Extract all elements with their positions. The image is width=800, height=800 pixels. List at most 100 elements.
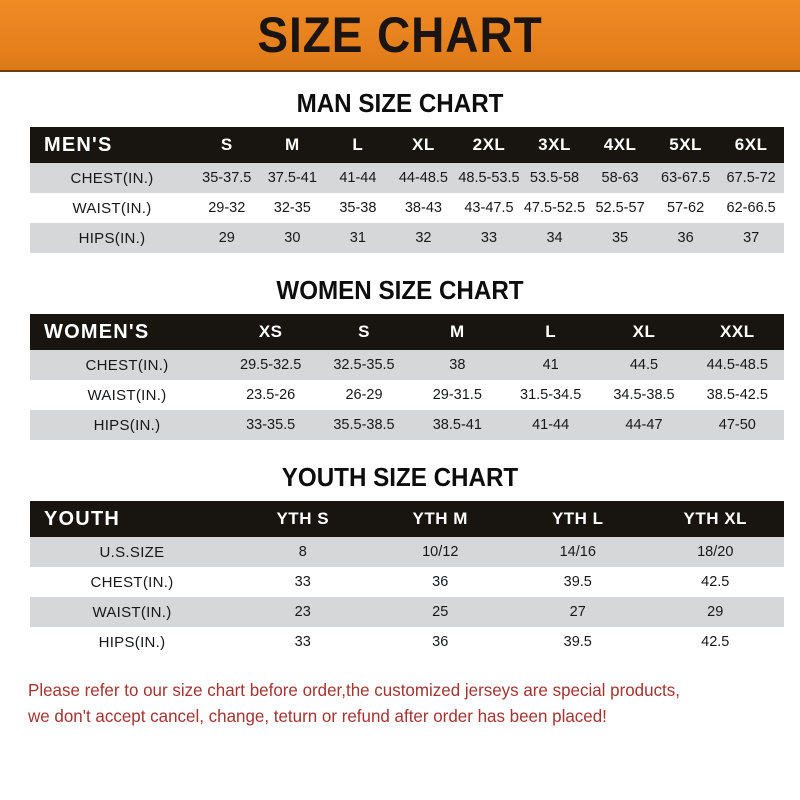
table-cell: 48.5-53.5: [458, 170, 520, 186]
women-row-label: CHEST(IN.): [85, 356, 169, 374]
table-cell: 38-43: [404, 200, 442, 216]
table-cell: 31.5-34.5: [520, 387, 582, 403]
women-size-table: WOMEN'S XS S M L XL XXL CHEST(IN.) 29.5-32.5 32.5…: [30, 314, 784, 440]
table-cell: 18/20: [697, 544, 734, 560]
man-column-header-6: 3XL: [538, 135, 571, 154]
table-cell: 8: [298, 544, 307, 560]
table-cell: 44-48.5: [398, 170, 448, 186]
table-row: CHEST(IN.) 35-37.5 37.5-41 41-44 44-48.5 48.5…: [30, 163, 784, 193]
table-cell: 38.5-42.5: [706, 387, 768, 403]
man-row-label: HIPS(IN.): [78, 229, 146, 247]
table-row: WAIST(IN.) 23.5-26 26-29 29-31.5 31.5-34.5 34…: [30, 380, 784, 410]
table-row: CHEST(IN.) 29.5-32.5 32.5-35.5 38 41 44.5 44.5…: [30, 350, 784, 380]
table-row: HIPS(IN.) 33 36 39.5 42.5: [30, 627, 784, 657]
table-cell: 44-47: [625, 417, 663, 433]
table-cell: 33-35.5: [246, 417, 296, 433]
youth-corner-label: YOUTH: [44, 507, 120, 530]
women-column-header-2: S: [358, 322, 370, 341]
man-size-table: MEN'S S M L XL 2XL 3XL 4XL 5XL 6XL CHEST(IN.) 35-37…: [30, 127, 784, 253]
table-cell: 23.5-26: [246, 387, 296, 403]
youth-row-label: HIPS(IN.): [98, 633, 166, 651]
women-row-label: HIPS(IN.): [93, 416, 161, 434]
section-title-women: WOMEN SIZE CHART: [276, 275, 524, 305]
man-column-header-1: S: [220, 135, 233, 154]
table-cell: 35-38: [339, 200, 377, 216]
table-cell: 47.5-52.5: [523, 200, 586, 216]
man-corner-label: MEN'S: [44, 133, 113, 156]
table-cell: 32-35: [273, 200, 311, 216]
table-cell: 38.5-41: [432, 417, 482, 433]
table-cell: 41-44: [339, 170, 377, 186]
footer-line-2: we don't accept cancel, change, teturn o…: [28, 706, 607, 726]
man-column-header-8: 5XL: [669, 135, 702, 154]
table-cell: 58-63: [601, 170, 639, 186]
man-column-header-9: 6XL: [734, 135, 768, 154]
table-cell: 36: [432, 634, 449, 650]
table-cell: 35: [611, 230, 629, 246]
table-cell: 29-32: [208, 200, 246, 216]
youth-column-header-1: YTH S: [276, 509, 330, 528]
table-cell: 42.5: [701, 634, 730, 650]
table-cell: 42.5: [701, 574, 730, 590]
women-column-header-1: XS: [258, 322, 283, 341]
footer-line-1: Please refer to our size chart before or…: [28, 680, 680, 700]
table-row: WAIST(IN.) 29-32 32-35 35-38 38-43 43-47.5 47.…: [30, 193, 784, 223]
table-cell: 25: [432, 604, 449, 620]
women-size-table-wrap: WOMEN'S XS S M L XL XXL CHEST(IN.) 29.5-32.5 32.5…: [30, 314, 784, 440]
youth-header-row: YOUTH YTH S YTH M YTH L YTH XL: [30, 501, 784, 537]
table-cell: 37.5-41: [267, 170, 317, 186]
table-cell: 63-67.5: [661, 170, 711, 186]
youth-column-header-2: YTH M: [412, 509, 468, 528]
women-column-header-5: XL: [632, 322, 656, 341]
table-cell: 44.5-48.5: [706, 357, 768, 373]
table-cell: 37: [743, 230, 760, 246]
table-cell: 33: [294, 634, 311, 650]
women-header-row: WOMEN'S XS S M L XL XXL: [30, 314, 784, 350]
table-cell: 14/16: [559, 544, 596, 560]
youth-row-label: WAIST(IN.): [92, 603, 172, 621]
youth-column-header-3: YTH L: [551, 509, 604, 528]
man-column-header-5: 2XL: [472, 135, 506, 154]
table-cell: 32: [415, 230, 432, 246]
banner: SIZE CHART: [0, 0, 800, 72]
table-cell: 39.5: [563, 574, 592, 590]
man-column-header-4: XL: [412, 135, 435, 154]
table-cell: 38: [449, 357, 466, 373]
table-row: U.S.SIZE 8 10/12 14/16 18/20: [30, 537, 784, 567]
man-column-header-3: L: [352, 135, 364, 154]
women-corner-label: WOMEN'S: [44, 320, 150, 343]
table-cell: 41-44: [532, 417, 570, 433]
table-row: CHEST(IN.) 33 36 39.5 42.5: [30, 567, 784, 597]
women-column-header-3: M: [449, 322, 465, 341]
youth-size-table: YOUTH YTH S YTH M YTH L YTH XL U.S.SIZE 8 10/12…: [30, 501, 784, 657]
table-cell: 29: [707, 604, 724, 620]
table-cell: 33: [294, 574, 311, 590]
table-cell: 30: [284, 230, 301, 246]
table-cell: 36: [432, 574, 449, 590]
table-row: WAIST(IN.) 23 25 27 29: [30, 597, 784, 627]
section-title-man: MAN SIZE CHART: [296, 88, 504, 118]
women-column-header-6: XXL: [720, 322, 755, 341]
table-cell: 29.5-32.5: [240, 357, 302, 373]
section-title-youth: YOUTH SIZE CHART: [281, 462, 519, 492]
table-cell: 39.5: [563, 634, 592, 650]
table-cell: 29: [218, 230, 235, 246]
table-cell: 27: [569, 604, 586, 620]
women-row-label: WAIST(IN.): [87, 386, 167, 404]
table-cell: 35-37.5: [202, 170, 252, 186]
table-cell: 33: [480, 230, 498, 246]
table-row: HIPS(IN.) 29 30 31 32 33 34 35 36 37: [30, 223, 784, 253]
man-row-label: CHEST(IN.): [70, 169, 154, 187]
table-row: HIPS(IN.) 33-35.5 35.5-38.5 38.5-41 41-44 44-…: [30, 410, 784, 440]
table-cell: 31: [349, 230, 366, 246]
table-cell: 10/12: [422, 544, 459, 560]
youth-column-header-4: YTH XL: [683, 509, 747, 528]
table-cell: 57-62: [667, 200, 705, 216]
footer-note: Please refer to our size chart before or…: [28, 677, 750, 729]
table-cell: 41: [542, 357, 559, 373]
man-size-table-wrap: MEN'S S M L XL 2XL 3XL 4XL 5XL 6XL CHEST(IN.) 35-37…: [30, 127, 784, 253]
table-cell: 29-31.5: [432, 387, 482, 403]
table-cell: 26-29: [345, 387, 383, 403]
man-header-row: MEN'S S M L XL 2XL 3XL 4XL 5XL 6XL: [30, 127, 784, 163]
